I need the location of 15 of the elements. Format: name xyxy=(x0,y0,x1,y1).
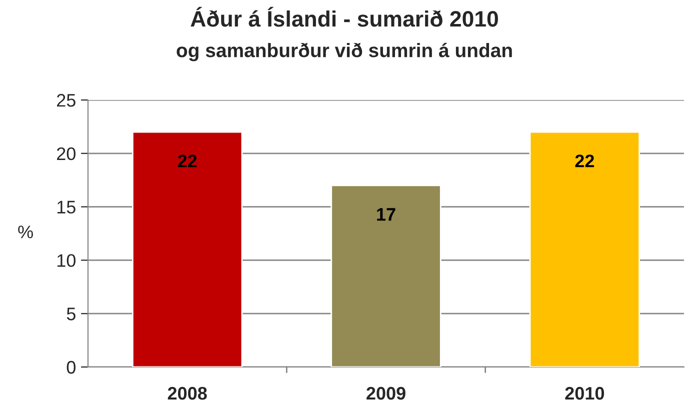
data-label: 22 xyxy=(575,154,594,168)
x-tick-label: 2009 xyxy=(366,386,406,400)
y-tick-label: 25 xyxy=(57,94,76,107)
y-tick-label: 0 xyxy=(66,360,76,374)
x-tick-label: 2008 xyxy=(168,386,207,400)
data-label: 22 xyxy=(178,154,197,168)
data-label: 17 xyxy=(377,208,396,221)
chart-title: Áður á Íslandi - sumarið 2010 xyxy=(190,6,498,27)
chart-subtitle: og samanburður við sumrin á undan xyxy=(176,42,512,62)
y-axis-title: % xyxy=(18,226,33,238)
y-tick-label: 15 xyxy=(57,200,76,214)
x-tick-label: 2010 xyxy=(565,386,604,400)
y-tick-label: 20 xyxy=(57,147,76,160)
y-tick-label: 5 xyxy=(66,308,76,320)
y-tick-label: 10 xyxy=(57,254,76,267)
